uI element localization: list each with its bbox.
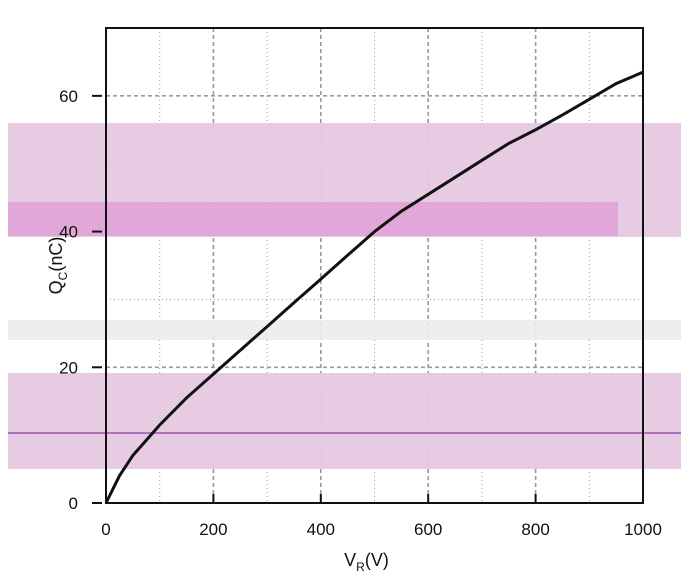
x-tick-label: 600 — [414, 520, 442, 539]
axis-ticks: 0 200 400 600 800 1000 0 20 40 60 — [59, 87, 662, 539]
x-tick-label: 400 — [307, 520, 335, 539]
x-tick-label: 200 — [199, 520, 227, 539]
y-tick-label: 40 — [59, 223, 78, 242]
overlay-bands — [8, 123, 681, 469]
x-axis-label-sub: R — [356, 560, 365, 574]
overlay-band — [8, 202, 618, 236]
series-line — [104, 70, 644, 504]
y-axis-label-unit: (nC) — [46, 237, 66, 272]
overlay-band — [8, 320, 681, 340]
x-tick-label: 800 — [521, 520, 549, 539]
plot-frame — [105, 27, 644, 504]
y-tick-label: 0 — [69, 494, 78, 513]
y-axis-label-sub: C — [56, 271, 70, 280]
x-tick-label: 1000 — [624, 520, 662, 539]
y-tick-label: 60 — [59, 87, 78, 106]
y-axis-label-main: Q — [46, 280, 66, 294]
x-tick-label: 0 — [101, 520, 110, 539]
overlay-band — [8, 373, 681, 469]
x-axis-label-unit: (V) — [365, 550, 389, 570]
x-axis-label-main: V — [344, 550, 356, 570]
y-axis-label: QC(nC) — [46, 237, 70, 295]
y-tick-label: 20 — [59, 358, 78, 377]
x-axis-label: VR(V) — [344, 550, 389, 574]
